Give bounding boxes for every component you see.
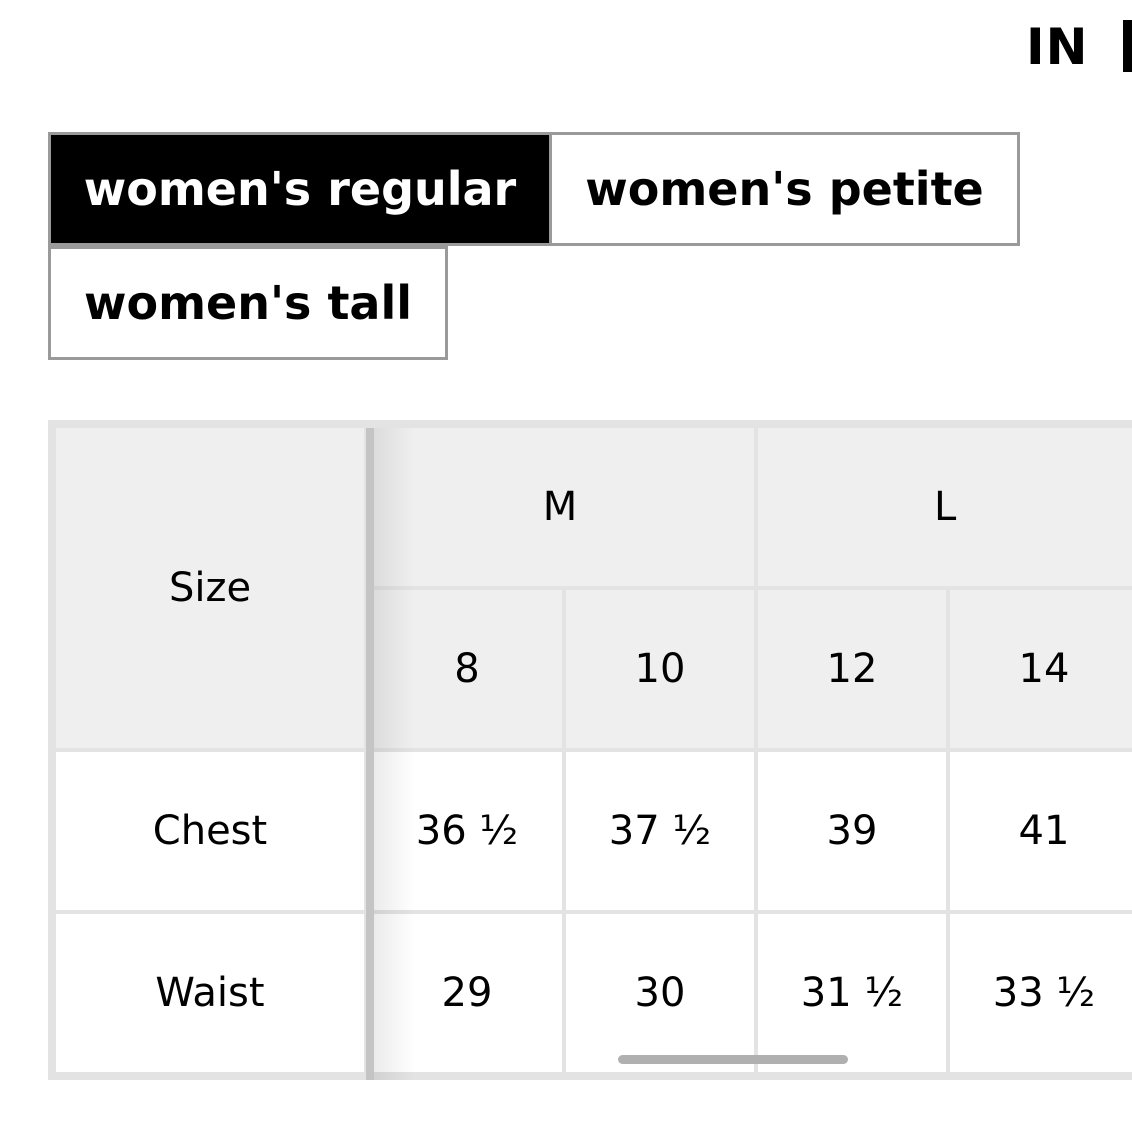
- table-cell: 31 ½: [758, 914, 946, 1072]
- unit-divider: [1123, 20, 1132, 72]
- table-cell: 36 ½: [372, 752, 562, 910]
- group-header-l: L: [758, 428, 1132, 586]
- tab-womens-petite[interactable]: women's petite: [549, 132, 1020, 246]
- size-header-14: 14: [950, 590, 1132, 748]
- tab-womens-regular[interactable]: women's regular: [48, 132, 552, 246]
- row-label-waist: Waist: [56, 914, 364, 1072]
- group-header-m: M: [366, 428, 754, 586]
- table-cell: 30: [566, 914, 754, 1072]
- row-label-chest: Chest: [56, 752, 364, 910]
- table-cell: 29: [372, 914, 562, 1072]
- tab-womens-tall[interactable]: women's tall: [48, 246, 448, 360]
- table-cell: 33 ½: [950, 914, 1132, 1072]
- row-header-size: Size: [56, 428, 364, 748]
- frozen-column-divider: [366, 428, 374, 1080]
- size-header-12: 12: [758, 590, 946, 748]
- unit-toggle-in[interactable]: IN: [1026, 18, 1089, 76]
- size-chart-table[interactable]: Size M L 8 10 12 14 Chest 36 ½ 37 ½ 39 4…: [48, 420, 1132, 1080]
- table-cell: 37 ½: [566, 752, 754, 910]
- table-cell: 41: [950, 752, 1132, 910]
- size-header-8: 8: [372, 590, 562, 748]
- size-header-10: 10: [566, 590, 754, 748]
- table-cell: 39: [758, 752, 946, 910]
- horizontal-scrollbar[interactable]: [618, 1055, 848, 1064]
